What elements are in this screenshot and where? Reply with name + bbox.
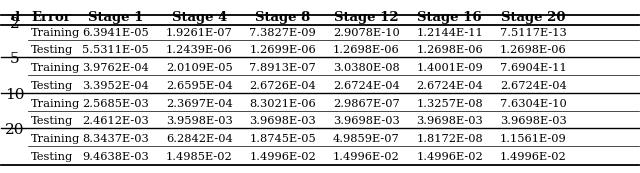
Text: Stage 1: Stage 1: [88, 11, 143, 24]
Text: 1.2699E-06: 1.2699E-06: [250, 45, 316, 55]
Text: 1.8745E-05: 1.8745E-05: [250, 134, 316, 144]
Text: 1.1561E-09: 1.1561E-09: [500, 134, 566, 144]
Text: 3.9762E-04: 3.9762E-04: [83, 63, 149, 73]
Text: 2: 2: [10, 17, 20, 31]
Text: 1.4001E-09: 1.4001E-09: [416, 63, 483, 73]
Text: 7.5117E-13: 7.5117E-13: [500, 28, 566, 38]
Text: 9.4638E-03: 9.4638E-03: [83, 152, 149, 162]
Text: 3.9698E-03: 3.9698E-03: [500, 116, 566, 126]
Text: 3.9598E-03: 3.9598E-03: [166, 116, 232, 126]
Text: 2.5685E-03: 2.5685E-03: [83, 98, 149, 108]
Text: Testing: Testing: [31, 81, 73, 91]
Text: Stage 8: Stage 8: [255, 11, 310, 24]
Text: 6.3941E-05: 6.3941E-05: [83, 28, 149, 38]
Text: 7.6304E-10: 7.6304E-10: [500, 98, 566, 108]
Text: Stage 4: Stage 4: [172, 11, 227, 24]
Text: 2.3697E-04: 2.3697E-04: [166, 98, 232, 108]
Text: 1.2439E-06: 1.2439E-06: [166, 45, 232, 55]
Text: 8.3437E-03: 8.3437E-03: [83, 134, 149, 144]
Text: 7.6904E-11: 7.6904E-11: [500, 63, 566, 73]
Text: 1.2144E-11: 1.2144E-11: [416, 28, 483, 38]
Text: 5: 5: [10, 52, 20, 66]
Text: Stage 20: Stage 20: [501, 11, 565, 24]
Text: 20: 20: [5, 123, 24, 137]
Text: Testing: Testing: [31, 116, 73, 126]
Text: 1.2698E-06: 1.2698E-06: [500, 45, 566, 55]
Text: 3.9698E-03: 3.9698E-03: [250, 116, 316, 126]
Text: 3.9698E-03: 3.9698E-03: [416, 116, 483, 126]
Text: Training: Training: [31, 134, 80, 144]
Text: 2.6724E-04: 2.6724E-04: [333, 81, 399, 91]
Text: 2.6724E-04: 2.6724E-04: [416, 81, 483, 91]
Text: 2.6726E-04: 2.6726E-04: [250, 81, 316, 91]
Text: 10: 10: [5, 88, 24, 102]
Text: Training: Training: [31, 28, 80, 38]
Text: 3.0380E-08: 3.0380E-08: [333, 63, 399, 73]
Text: 8.3021E-06: 8.3021E-06: [250, 98, 316, 108]
Text: 2.6595E-04: 2.6595E-04: [166, 81, 232, 91]
Text: 1.4996E-02: 1.4996E-02: [500, 152, 566, 162]
Text: 7.3827E-09: 7.3827E-09: [250, 28, 316, 38]
Text: 2.0109E-05: 2.0109E-05: [166, 63, 232, 73]
Text: 6.2842E-04: 6.2842E-04: [166, 134, 232, 144]
Text: Training: Training: [31, 63, 80, 73]
Text: 3.3952E-04: 3.3952E-04: [83, 81, 149, 91]
Text: 2.9078E-10: 2.9078E-10: [333, 28, 399, 38]
Text: 5.5311E-05: 5.5311E-05: [83, 45, 149, 55]
Text: Error: Error: [31, 11, 71, 24]
Text: 1.9261E-07: 1.9261E-07: [166, 28, 232, 38]
Text: Training: Training: [31, 98, 80, 108]
Text: 3.9698E-03: 3.9698E-03: [333, 116, 399, 126]
Text: Stage 12: Stage 12: [334, 11, 399, 24]
Text: d: d: [10, 11, 19, 24]
Text: 1.3257E-08: 1.3257E-08: [416, 98, 483, 108]
Text: 1.8172E-08: 1.8172E-08: [416, 134, 483, 144]
Text: 2.6724E-04: 2.6724E-04: [500, 81, 566, 91]
Text: 1.2698E-06: 1.2698E-06: [416, 45, 483, 55]
Text: Stage 16: Stage 16: [417, 11, 482, 24]
Text: 1.4996E-02: 1.4996E-02: [416, 152, 483, 162]
Text: 1.4996E-02: 1.4996E-02: [333, 152, 399, 162]
Text: 1.4985E-02: 1.4985E-02: [166, 152, 232, 162]
Text: Testing: Testing: [31, 152, 73, 162]
Text: 4.9859E-07: 4.9859E-07: [333, 134, 399, 144]
Text: 2.4612E-03: 2.4612E-03: [83, 116, 149, 126]
Text: 1.2698E-06: 1.2698E-06: [333, 45, 399, 55]
Text: 2.9867E-07: 2.9867E-07: [333, 98, 399, 108]
Text: Testing: Testing: [31, 45, 73, 55]
Text: 1.4996E-02: 1.4996E-02: [250, 152, 316, 162]
Text: 7.8913E-07: 7.8913E-07: [250, 63, 316, 73]
